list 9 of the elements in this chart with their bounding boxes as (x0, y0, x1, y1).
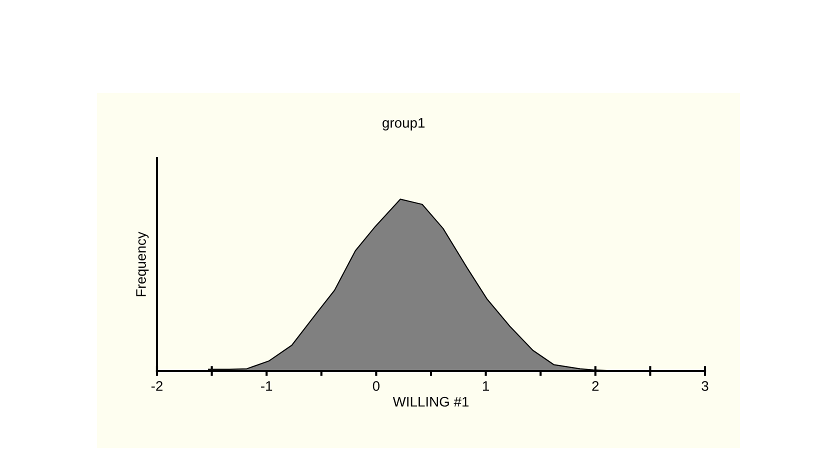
x-tick-label: -1 (261, 381, 272, 391)
x-tick-label: 1 (482, 381, 489, 391)
chart-title: group1 (382, 118, 425, 130)
x-tick-label: 2 (592, 381, 599, 391)
x-tick-label: 0 (372, 381, 380, 391)
x-tick-label: -2 (151, 381, 162, 391)
x-tick-label: 3 (702, 381, 708, 391)
x-axis-title: WILLING #1 (392, 396, 469, 407)
y-axis-title: Frequency (136, 232, 149, 296)
